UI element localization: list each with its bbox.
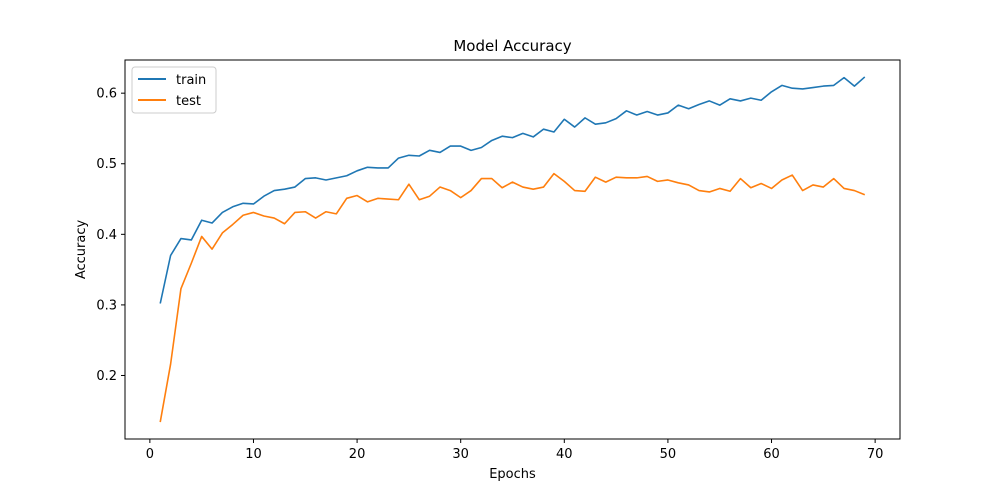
x-tick-label: 60 [763, 447, 780, 462]
axes-frame [124, 59, 901, 440]
series-line-train [159, 76, 866, 304]
plot-lines [159, 76, 866, 423]
x-tick-label: 30 [452, 447, 469, 462]
x-axis-ticks: 0 10 20 30 40 50 60 70 [146, 439, 884, 462]
x-tick-label: 0 [146, 447, 154, 462]
y-tick-label: 0.4 [96, 228, 117, 243]
y-tick-label: 0.3 [96, 298, 117, 313]
y-axis-label: Accuracy [74, 220, 89, 280]
x-tick-label: 40 [556, 447, 573, 462]
y-axis-ticks: 0.2 0.3 0.4 0.5 0.6 [96, 87, 125, 384]
legend-label-train: train [176, 73, 206, 88]
y-tick-label: 0.6 [96, 87, 117, 102]
x-tick-label: 20 [349, 447, 366, 462]
y-tick-label: 0.5 [96, 157, 117, 172]
legend-label-test: test [176, 94, 201, 109]
x-tick-label: 50 [660, 447, 677, 462]
y-tick-label: 0.2 [96, 369, 117, 384]
series-line-test [159, 172, 866, 423]
x-axis-label: Epochs [489, 467, 536, 482]
chart-title: Model Accuracy [453, 37, 571, 55]
x-tick-label: 10 [245, 447, 262, 462]
legend: train test [131, 66, 217, 114]
x-tick-label: 70 [867, 447, 884, 462]
